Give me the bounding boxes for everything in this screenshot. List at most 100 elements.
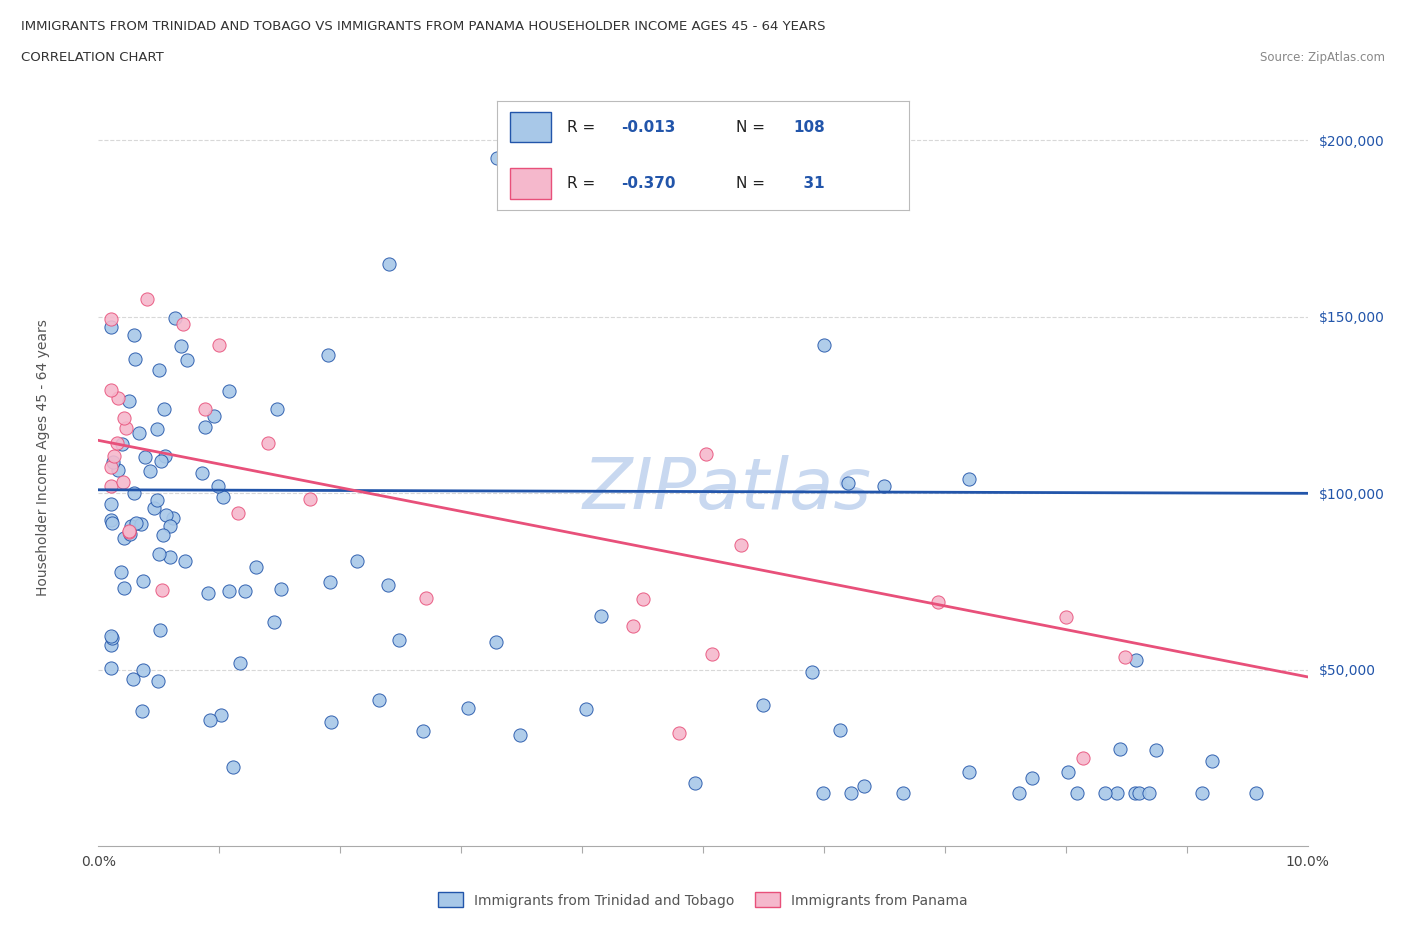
Point (122, 671, 145, 686)
Point (631, 591, 654, 606)
Point (159, 550, 181, 565)
Point (1191, 786, 1213, 801)
Point (112, 530, 135, 545)
Point (100, 629, 122, 644)
Point (486, 151, 509, 166)
Point (591, 608, 613, 623)
Point (162, 511, 184, 525)
Point (112, 411, 135, 426)
Point (1128, 786, 1150, 801)
Point (100, 497, 122, 512)
Point (122, 485, 145, 500)
Point (839, 786, 862, 801)
Point (155, 508, 177, 523)
Text: IMMIGRANTS FROM TRINIDAD AND TOBAGO VS IMMIGRANTS FROM PANAMA HOUSEHOLDER INCOME: IMMIGRANTS FROM TRINIDAD AND TOBAGO VS I… (21, 20, 825, 33)
Point (415, 591, 437, 605)
Point (852, 778, 875, 793)
Point (111, 436, 134, 451)
Point (155, 448, 177, 463)
Point (107, 463, 129, 478)
Point (1108, 742, 1130, 757)
Point (118, 524, 141, 538)
Point (128, 425, 150, 440)
Point (233, 584, 256, 599)
Point (873, 479, 896, 494)
Point (143, 500, 166, 515)
Point (100, 512, 122, 527)
Point (132, 663, 155, 678)
Point (801, 665, 824, 680)
Point (135, 292, 157, 307)
Point (266, 402, 288, 417)
Point (118, 525, 141, 539)
Point (927, 595, 949, 610)
Point (207, 478, 229, 493)
Point (229, 655, 252, 670)
Point (1105, 786, 1128, 801)
Point (125, 516, 148, 531)
Point (122, 328, 145, 343)
Point (813, 338, 835, 352)
Y-axis label: Householder Income Ages 45 - 64 years: Householder Income Ages 45 - 64 years (35, 320, 49, 596)
Point (346, 553, 368, 568)
Point (145, 492, 167, 507)
Point (298, 492, 321, 507)
Point (221, 760, 243, 775)
Point (1057, 764, 1080, 779)
Point (1066, 786, 1088, 801)
Point (150, 583, 173, 598)
Point (575, 701, 598, 716)
Point (101, 631, 124, 645)
Point (146, 673, 169, 688)
Point (132, 574, 155, 589)
Point (148, 363, 170, 378)
Point (1125, 653, 1147, 668)
Point (169, 339, 191, 354)
Point (100, 660, 122, 675)
Point (1114, 649, 1136, 664)
Point (152, 401, 174, 416)
Point (377, 578, 399, 592)
Point (621, 618, 644, 633)
Point (176, 352, 198, 367)
Point (111, 474, 134, 489)
Text: Source: ZipAtlas.com: Source: ZipAtlas.com (1260, 51, 1385, 64)
Point (172, 316, 194, 331)
Point (891, 786, 914, 801)
Point (100, 638, 122, 653)
Point (211, 489, 233, 504)
Point (202, 408, 225, 423)
Point (208, 338, 231, 352)
Point (412, 724, 434, 738)
Point (1071, 751, 1094, 765)
Point (957, 472, 980, 486)
Point (100, 382, 122, 397)
Point (145, 421, 167, 436)
Point (1123, 786, 1146, 801)
Point (245, 559, 267, 574)
Point (957, 764, 980, 779)
Point (702, 646, 724, 661)
Point (174, 553, 197, 568)
Point (159, 519, 181, 534)
Point (110, 565, 132, 579)
Point (139, 464, 162, 479)
Point (1054, 609, 1077, 624)
Point (457, 700, 479, 715)
Point (112, 580, 135, 595)
Point (484, 634, 506, 649)
Point (226, 505, 249, 520)
Point (120, 519, 142, 534)
Point (1244, 786, 1267, 801)
Point (191, 466, 214, 481)
Point (194, 401, 217, 416)
Point (100, 479, 122, 494)
Point (114, 420, 136, 435)
Point (668, 726, 690, 741)
Point (316, 347, 339, 362)
Legend: Immigrants from Trinidad and Tobago, Immigrants from Panama: Immigrants from Trinidad and Tobago, Imm… (433, 887, 973, 913)
Point (319, 575, 342, 590)
Point (165, 311, 187, 325)
Point (209, 707, 232, 722)
Point (124, 352, 146, 366)
